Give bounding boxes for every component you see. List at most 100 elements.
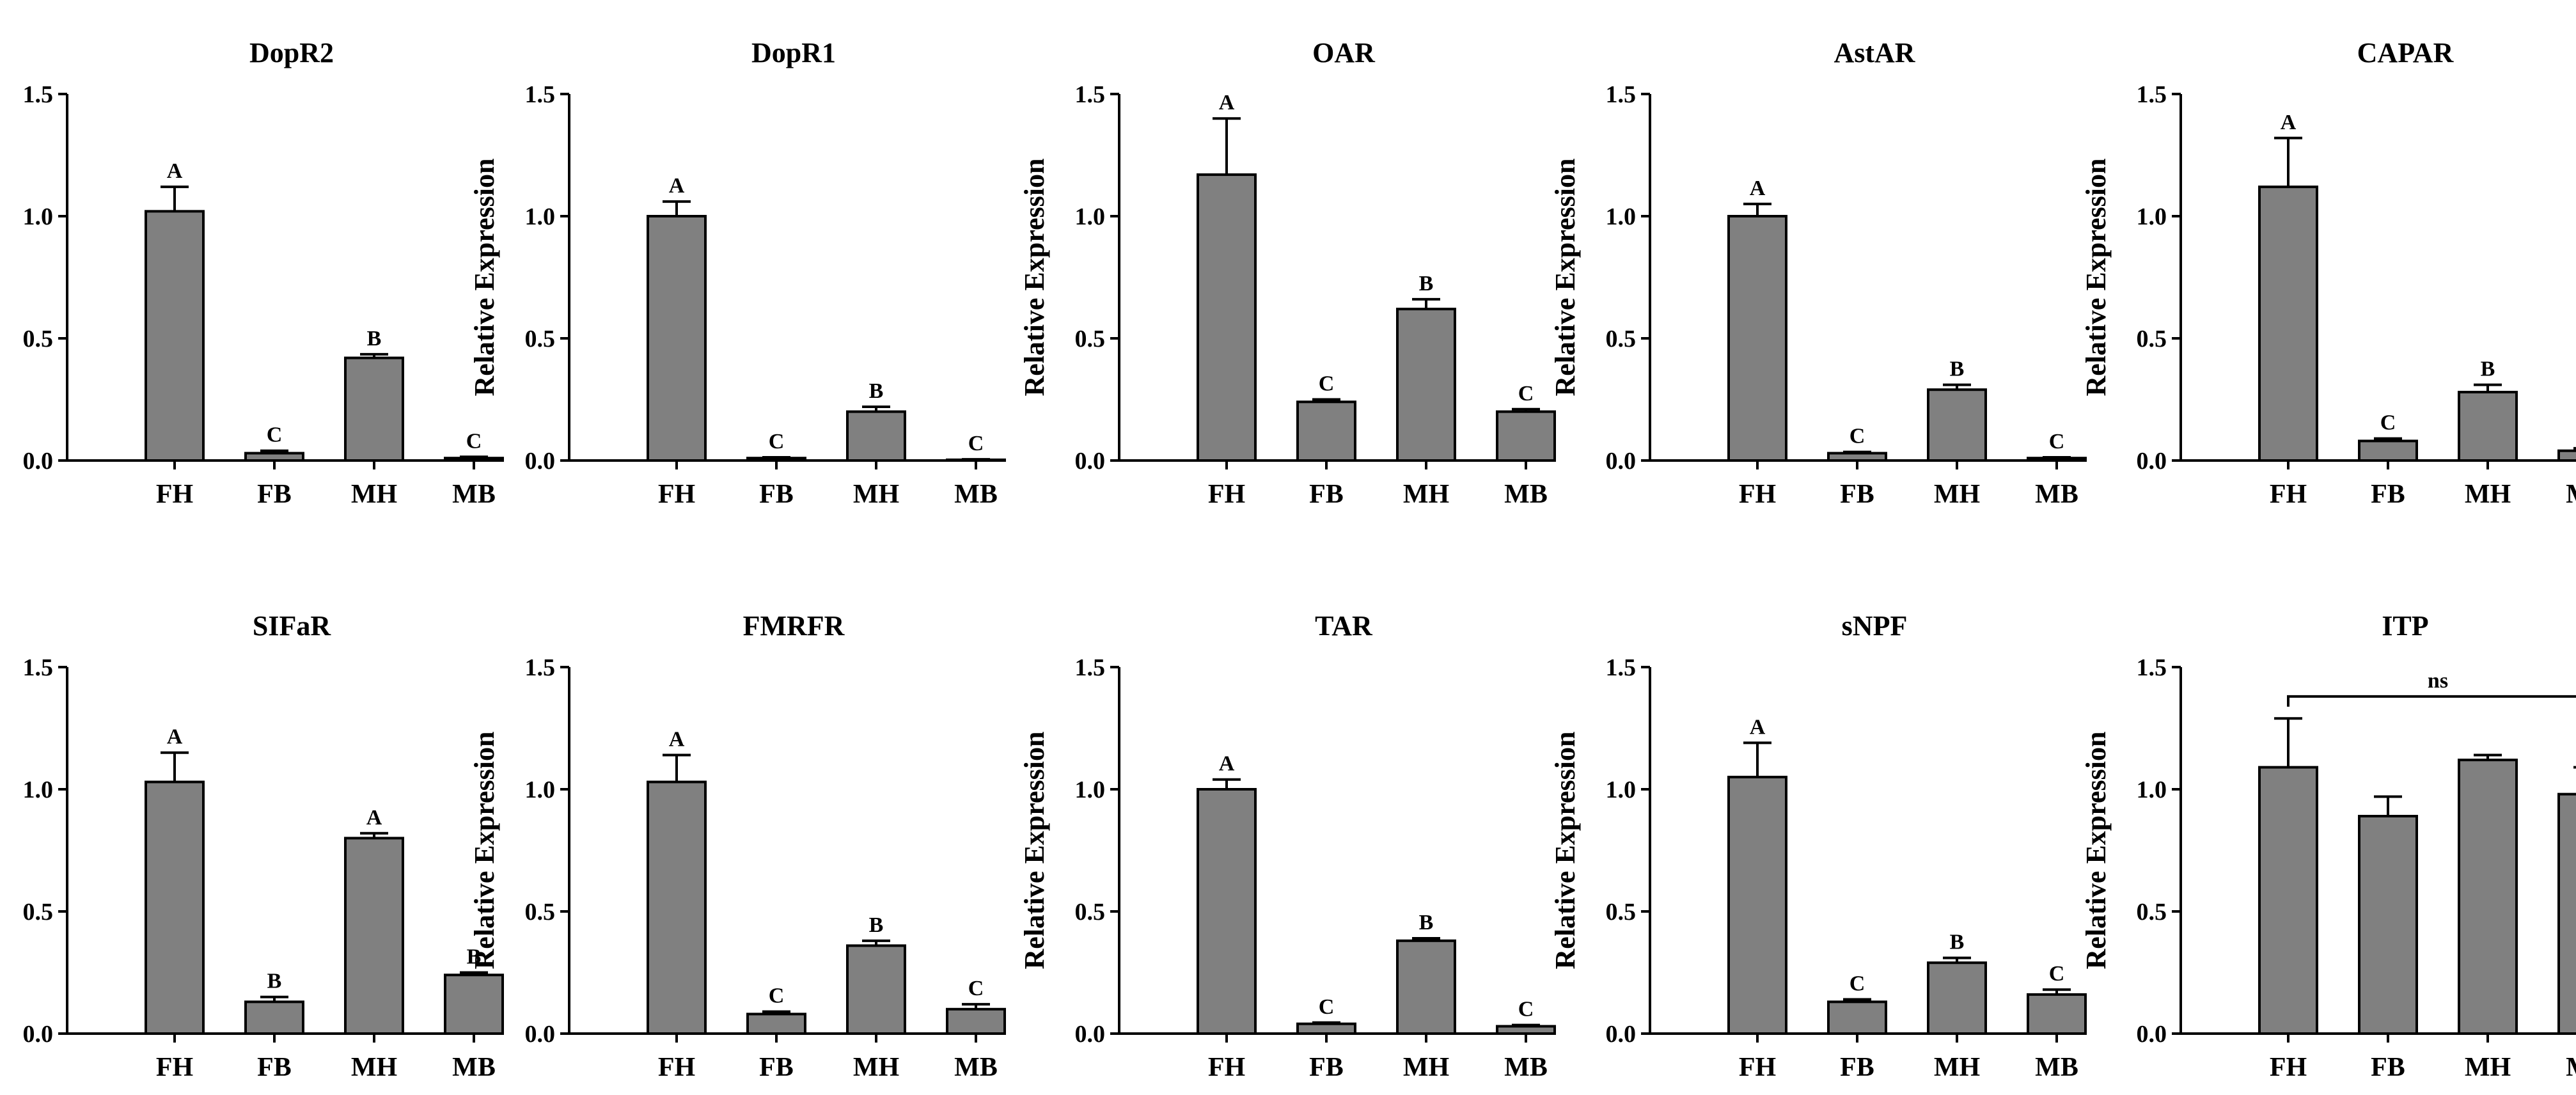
chart-title: AstAR <box>1834 37 1915 68</box>
chart-title: CAPAR <box>2357 37 2454 68</box>
x-tick-label: FH <box>1208 480 1245 509</box>
y-axis-label: Relative Expression <box>469 732 500 970</box>
panel-astar: AstAR Relative Expression 0.0 0.5 1.0 1.5 FH A F… <box>1550 37 2087 509</box>
bar-mh <box>846 410 906 462</box>
bar-fb <box>244 452 304 462</box>
significance-letter: A <box>167 725 183 749</box>
bar-mh <box>1396 939 1456 1035</box>
significance-letter: C <box>2049 962 2065 986</box>
y-tick-label: 1.0 <box>1075 776 1106 803</box>
significance-letter: C <box>1518 998 1534 1021</box>
x-tick-label: FH <box>658 480 695 509</box>
x-tick-label: MH <box>853 480 899 509</box>
x-tick-label: MB <box>2035 1053 2078 1082</box>
significance-letter: B <box>1950 358 1965 381</box>
bar-mb <box>444 973 504 1035</box>
ns-bracket <box>2287 695 2576 707</box>
bar-fh <box>647 215 707 462</box>
x-tick-label: FH <box>1739 480 1776 509</box>
chart-title: DopR2 <box>249 37 334 68</box>
y-tick-label: 1.0 <box>23 776 54 803</box>
significance-letter: C <box>2049 430 2065 453</box>
y-axis-label: Relative Expression <box>1550 732 1581 970</box>
x-tick-label: MH <box>1934 1053 1980 1082</box>
y-tick-label: 0.5 <box>525 899 556 926</box>
bar-mh <box>1927 388 1987 462</box>
y-tick-label: 1.0 <box>2137 203 2167 230</box>
y-tick-label: 0.0 <box>525 1021 556 1048</box>
x-tick-label: MH <box>351 480 397 509</box>
ns-label: ns <box>2428 669 2448 693</box>
y-tick-label: 1.0 <box>1075 203 1106 230</box>
y-tick-label: 0.5 <box>1606 326 1637 352</box>
y-tick-label: 1.5 <box>1075 81 1106 108</box>
bar-fh <box>2258 185 2318 462</box>
y-tick-label: 1.0 <box>23 203 54 230</box>
bar-mh <box>1396 308 1456 462</box>
x-tick-label: MB <box>954 480 998 509</box>
bar-fb <box>2358 439 2418 462</box>
y-axis-label: Relative Expression <box>2080 732 2112 970</box>
y-axis-label: Relative Expression <box>2080 159 2112 397</box>
bar-fb <box>244 1000 304 1035</box>
bar-fb <box>1827 1000 1887 1035</box>
x-tick-label: FH <box>658 1053 695 1082</box>
x-tick-label: FH <box>2270 480 2307 509</box>
y-tick-label: 0.0 <box>2137 448 2167 475</box>
bar-mh <box>2458 759 2518 1036</box>
significance-letter: A <box>669 728 685 752</box>
y-tick-label: 1.0 <box>1606 776 1637 803</box>
x-tick-label: FB <box>2371 1053 2405 1082</box>
x-tick-label: MB <box>954 1053 998 1082</box>
significance-letter: C <box>267 423 283 447</box>
significance-letter: C <box>968 977 984 1000</box>
bar-fb <box>1296 1022 1356 1035</box>
significance-letter: B <box>869 913 884 937</box>
y-tick-label: 0.5 <box>525 326 556 352</box>
chart-title: FMRFR <box>743 610 845 642</box>
bar-fh <box>1197 173 1257 462</box>
y-tick-label: 0.5 <box>1606 899 1637 926</box>
y-tick-label: 1.0 <box>525 776 556 803</box>
x-tick-label: FH <box>1739 1053 1776 1082</box>
y-tick-label: 0.0 <box>23 448 54 475</box>
y-tick-label: 0.0 <box>23 1021 54 1048</box>
bar-fh <box>2258 766 2318 1035</box>
x-tick-label: FB <box>1840 480 1874 509</box>
bar-fb <box>1296 400 1356 462</box>
x-tick-label: MB <box>1504 480 1548 509</box>
significance-letter: C <box>1319 372 1335 396</box>
y-tick-label: 1.5 <box>525 654 556 681</box>
y-tick-label: 0.5 <box>1075 899 1106 926</box>
y-tick-label: 0.5 <box>23 326 54 352</box>
y-axis-label: Relative Expression <box>1550 159 1581 397</box>
panel-fmrfr: FMRFR Relative Expression 0.0 0.5 1.0 1.5 FH A F… <box>469 610 1006 1082</box>
chart-title: sNPF <box>1842 610 1908 642</box>
significance-letter: B <box>467 945 482 969</box>
bar-mh <box>1927 961 1987 1035</box>
y-tick-label: 1.0 <box>525 203 556 230</box>
chart-title: TAR <box>1315 610 1373 642</box>
y-tick-label: 1.5 <box>1606 654 1637 681</box>
significance-letter: A <box>669 174 685 198</box>
panel-oar: OAR Relative Expression 0.0 0.5 1.0 1.5 FH A FB C… <box>1019 37 1556 509</box>
y-tick-label: 1.5 <box>1606 81 1637 108</box>
significance-letter: B <box>267 970 282 993</box>
chart-title: OAR <box>1312 37 1376 68</box>
x-tick-label: FB <box>759 480 794 509</box>
significance-letter: C <box>769 430 785 453</box>
chart-title: ITP <box>2382 610 2428 642</box>
significance-letter: C <box>466 429 482 453</box>
bar-mb <box>2557 449 2576 462</box>
y-tick-label: 0.0 <box>1606 448 1637 475</box>
y-tick-label: 0.5 <box>23 899 54 926</box>
significance-letter: A <box>1750 177 1766 200</box>
significance-letter: A <box>1219 752 1235 776</box>
bar-fh <box>145 780 205 1036</box>
bar-fh <box>1727 775 1787 1036</box>
x-tick-label: FH <box>1208 1053 1245 1082</box>
x-tick-label: MB <box>452 1053 496 1082</box>
significance-letter: B <box>367 327 382 351</box>
